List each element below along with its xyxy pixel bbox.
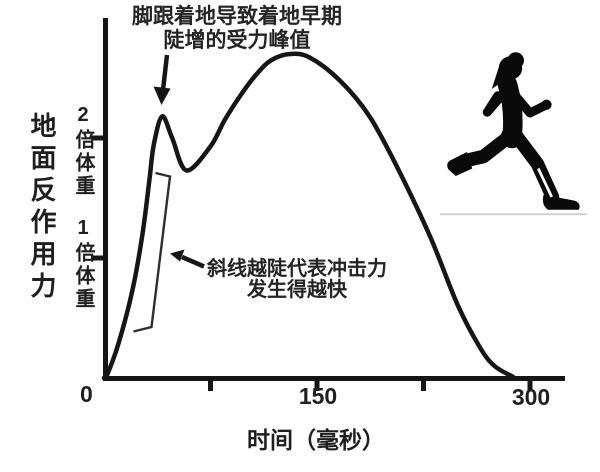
impact-peak-annotation-line2: 陡增的受力峰值 <box>163 29 311 52</box>
y-axis-title: 地面反作用力 <box>27 112 57 304</box>
slope-annotation: 斜线越陡代表冲击力 发生得越快 <box>198 259 396 301</box>
x-tick-label-0: 0 <box>80 381 93 407</box>
x-tick-label-300: 300 <box>511 384 551 410</box>
x-axis-title: 时间（毫秒） <box>247 427 385 453</box>
y-tick-label-2bw: 2倍体重 <box>72 104 94 198</box>
grf-curve <box>101 51 516 381</box>
shin-highlight-line <box>537 167 553 198</box>
x-axis-ticks <box>208 378 533 391</box>
running-woman-silhouette <box>440 52 587 216</box>
y-tick-label-1bw: 1倍体重 <box>72 217 94 311</box>
impact-peak-arrow-icon <box>153 54 171 105</box>
steep-slope-bracket <box>133 171 172 333</box>
slope-annotation-line1: 斜线越陡代表冲击力 <box>207 258 387 280</box>
axes <box>103 18 565 381</box>
impact-peak-annotation: 脚跟着地导致着地早期 陡增的受力峰值 <box>126 5 348 53</box>
x-tick-label-150: 150 <box>298 383 338 409</box>
slope-arrow-icon <box>170 249 205 269</box>
slope-annotation-line2: 发生得越快 <box>247 279 347 301</box>
impact-peak-annotation-line1: 脚跟着地导致着地早期 <box>132 5 342 28</box>
y-axis-ticks <box>91 135 106 261</box>
